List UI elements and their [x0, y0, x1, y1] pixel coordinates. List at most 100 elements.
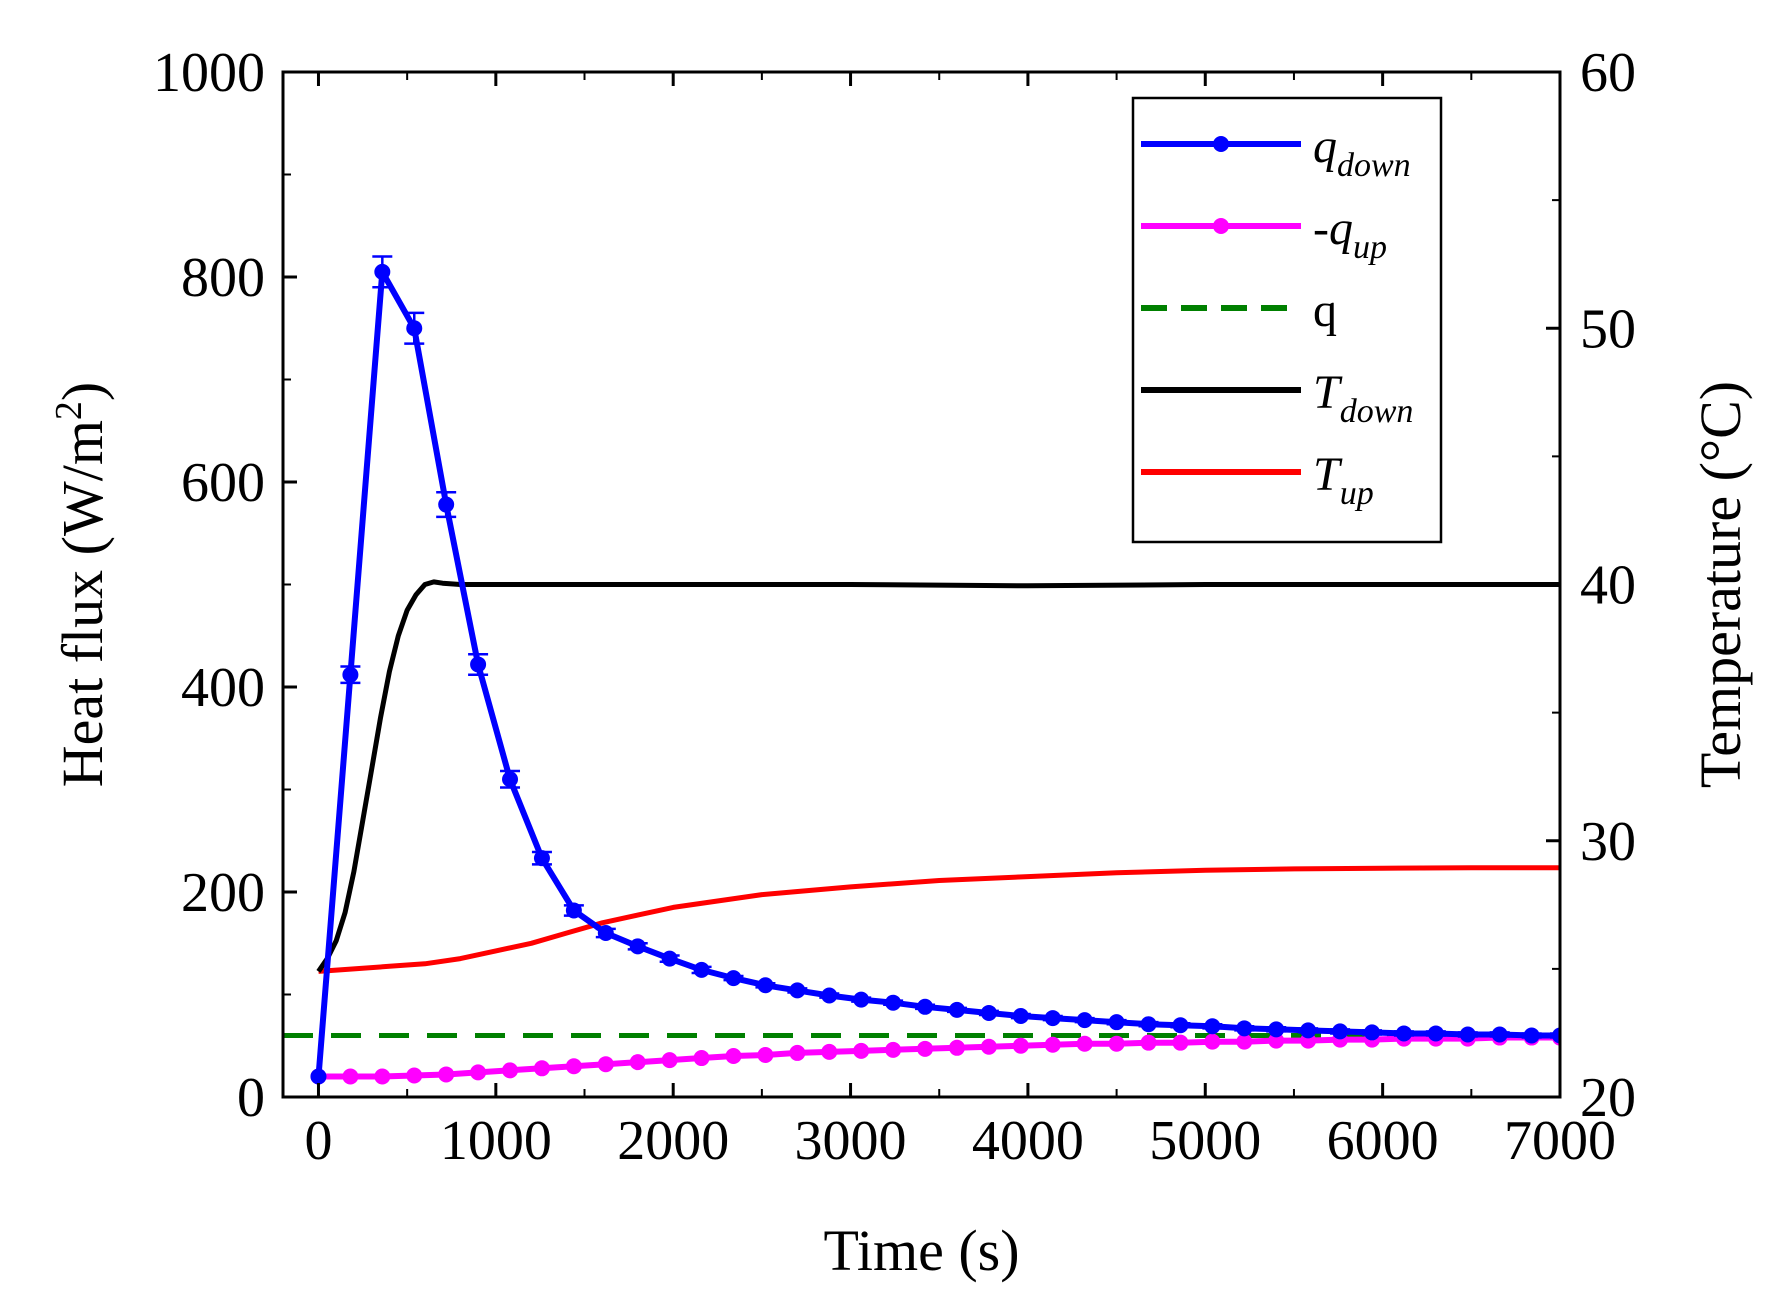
data-point-q_up	[821, 1043, 838, 1060]
data-point-q_down	[853, 991, 870, 1008]
legend-label-T_down: Tdown	[1313, 366, 1413, 430]
data-point-q_up	[1172, 1034, 1189, 1051]
data-point-q_up	[1012, 1037, 1029, 1054]
data-point-q_up	[1076, 1035, 1093, 1052]
data-point-q_up	[1140, 1034, 1157, 1051]
y-left-tick-label: 800	[181, 247, 265, 309]
data-point-q_up	[1108, 1035, 1125, 1052]
data-point-q_down	[948, 1001, 965, 1018]
data-point-q_down	[725, 970, 742, 987]
series-line-T_down	[316, 579, 1560, 973]
data-point-q_down	[1363, 1024, 1380, 1041]
x-tick-label: 5000	[1149, 1110, 1261, 1172]
data-point-q_down	[1172, 1017, 1189, 1034]
y-right-tick-label: 60	[1580, 42, 1636, 104]
legend-marker-q_up	[1213, 218, 1229, 234]
data-point-q_down	[821, 987, 838, 1004]
data-point-q_down	[1427, 1025, 1444, 1042]
x-tick-label: 2000	[617, 1110, 729, 1172]
y-right-tick-label: 40	[1580, 555, 1636, 617]
data-point-q_down	[342, 666, 359, 683]
data-point-q_up	[1204, 1033, 1221, 1050]
data-point-q_up	[565, 1058, 582, 1075]
y-left-tick-label: 1000	[153, 42, 265, 104]
data-point-q_down	[1552, 1027, 1560, 1044]
data-point-q_up	[502, 1062, 519, 1079]
data-point-q_up	[917, 1040, 934, 1057]
data-point-q_down	[917, 998, 934, 1015]
data-point-q_down	[629, 938, 646, 955]
data-point-q_down	[1491, 1026, 1508, 1043]
data-point-q_up	[725, 1048, 742, 1064]
data-point-q_up	[980, 1038, 997, 1055]
data-point-q_up	[406, 1067, 423, 1084]
data-point-q_up	[1044, 1036, 1061, 1053]
data-point-q_down	[438, 496, 455, 513]
x-axis-title: Time (s)	[823, 1218, 1019, 1283]
y-left-title-main: Heat flux (W/m	[50, 420, 115, 787]
data-point-q_down	[1108, 1014, 1125, 1031]
legend-label-q_down: qdown	[1313, 120, 1411, 184]
data-point-q_down	[470, 656, 487, 673]
legend-label-main: T	[1313, 366, 1343, 419]
y-left-axis-title: Heat flux (W/m2)	[48, 382, 115, 788]
x-tick-label: 3000	[795, 1110, 907, 1172]
y-left-tick-label: 600	[181, 452, 265, 514]
data-point-q_down	[885, 994, 902, 1011]
legend-label-main: q	[1313, 284, 1337, 337]
legend-label-sub: up	[1340, 475, 1374, 512]
data-point-q_down	[1236, 1020, 1253, 1037]
legend-label-sub: up	[1353, 229, 1387, 266]
y-right-tick-label: 20	[1580, 1067, 1636, 1129]
legend-label-main: q	[1313, 120, 1337, 173]
legend-label-q_up: -qup	[1313, 202, 1387, 266]
plot-area	[283, 255, 1560, 1085]
data-point-q_down	[1395, 1025, 1412, 1042]
data-point-q_down	[1140, 1016, 1157, 1033]
data-point-q_up	[597, 1056, 614, 1073]
legend-label-q: q	[1313, 284, 1337, 337]
data-point-q_up	[374, 1068, 391, 1085]
data-point-q_up	[853, 1042, 870, 1059]
data-point-q_down	[1459, 1026, 1476, 1043]
x-tick-label: 0	[304, 1110, 332, 1172]
data-point-q_down	[597, 925, 614, 941]
legend-label-sub: down	[1337, 147, 1411, 184]
x-tick-label: 1000	[440, 1110, 552, 1172]
y-left-title-sup: 2	[48, 401, 90, 420]
y-left-tick-label: 400	[181, 657, 265, 719]
data-point-q_up	[789, 1044, 806, 1061]
data-point-q_up	[1268, 1032, 1285, 1049]
data-point-q_up	[948, 1039, 965, 1056]
data-point-q_down	[1268, 1021, 1285, 1038]
legend-marker-q_down	[1213, 136, 1229, 152]
data-point-q_up	[757, 1046, 774, 1063]
y-left-tick-label: 0	[237, 1067, 265, 1129]
data-point-q_down	[1332, 1023, 1349, 1040]
data-point-q_down	[1204, 1018, 1221, 1035]
data-point-q_down	[661, 950, 678, 967]
data-point-q_down	[1012, 1008, 1029, 1025]
legend-label-main: -q	[1313, 202, 1353, 255]
axis-ticks: 0 1000 2000 3000 4000 5000 6000 7000 0 200 400 600 8…	[153, 42, 1636, 1172]
data-point-q_up	[342, 1068, 359, 1085]
data-point-q_up	[1236, 1033, 1253, 1050]
data-point-q_down	[533, 850, 550, 867]
data-point-q_up	[693, 1050, 710, 1067]
y-right-tick-label: 30	[1580, 811, 1636, 873]
data-point-q_down	[1523, 1027, 1540, 1044]
data-point-q_down	[693, 961, 710, 978]
data-point-q_up	[533, 1060, 550, 1077]
data-point-q_down	[757, 977, 774, 994]
y-right-axis-title: Temperature (°C)	[1688, 381, 1753, 788]
legend-label-T_up: Tup	[1313, 448, 1374, 512]
data-point-q_up	[885, 1041, 902, 1058]
series-line-q_up	[318, 1034, 1560, 1080]
series-group	[283, 255, 1560, 1085]
series-line-q_down	[315, 268, 1560, 1077]
x-tick-label: 4000	[972, 1110, 1084, 1172]
data-point-q_down	[565, 902, 582, 919]
data-point-q_down	[789, 982, 806, 999]
legend-label-sub: down	[1340, 393, 1414, 430]
